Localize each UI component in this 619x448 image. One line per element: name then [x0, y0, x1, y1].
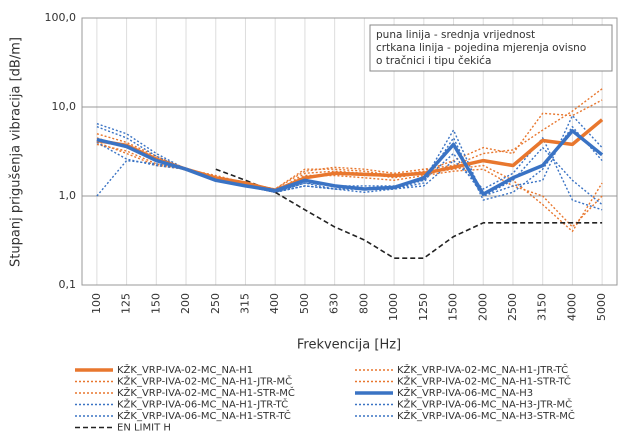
y-tick-label: 1,0: [59, 189, 77, 202]
x-axis-title: Frekvencija [Hz]: [297, 338, 401, 353]
plot-border: [81, 17, 618, 286]
y-tick-label: 100,0: [45, 11, 77, 24]
annotation-box: [369, 24, 613, 72]
x-tick-label: 250: [209, 293, 222, 314]
series-line: [215, 168, 603, 259]
series-line: [96, 99, 603, 190]
y-axis-title: Stupanj prigušenja vibracija [dB/m]: [9, 37, 24, 267]
x-tick-label: 630: [328, 293, 341, 314]
legend-label: KŽK_VRP-IVA-06-MC_NA-H1-STR-TČ: [117, 409, 291, 422]
legend-label: KŽK_VRP-IVA-02-MC_NA-H1-JTR-MČ: [117, 375, 292, 388]
series-line: [96, 118, 604, 193]
x-tick-label: 125: [120, 293, 133, 314]
legend-label: KŽK_VRP-IVA-02-MC_NA-H1-STR-MČ: [117, 386, 295, 399]
legend-label: EN LIMIT H: [117, 423, 171, 434]
legend-label: KŽK_VRP-IVA-02-MC_NA-H1-JTR-TČ: [397, 363, 568, 376]
legend-label: KŽK_VRP-IVA-06-MC_NA-H3-STR-MČ: [397, 409, 575, 422]
x-tick-label: 400: [268, 293, 281, 314]
x-tick-label: 2500: [506, 293, 519, 321]
annotation-text: o tračnici i tipu čekića: [376, 55, 491, 67]
series-line: [96, 143, 603, 228]
legend-label: KŽK_VRP-IVA-06-MC_NA-H1-JTR-TČ: [117, 398, 288, 411]
annotation-text: crtkana linija - pojedina mjerenja ovisn…: [376, 42, 586, 54]
annotation-text: puna linija - srednja vrijednost: [376, 29, 535, 41]
x-tick-label: 1500: [447, 293, 460, 321]
x-tick-label: 150: [149, 293, 162, 314]
x-tick-label: 1000: [387, 293, 400, 321]
x-tick-label: 100: [90, 293, 103, 314]
y-tick-label: 10,0: [52, 100, 77, 113]
x-tick-label: 500: [298, 293, 311, 314]
legend-label: KŽK_VRP-IVA-06-MC_NA-H3: [397, 386, 533, 399]
legend-label: KŽK_VRP-IVA-06-MC_NA-H3-JTR-MČ: [397, 398, 572, 411]
series-line: [96, 129, 604, 196]
x-tick-label: 5000: [595, 293, 608, 321]
x-tick-label: 315: [238, 293, 251, 314]
x-tick-label: 2000: [476, 293, 489, 321]
legend-label: KŽK_VRP-IVA-02-MC_NA-H1-STR-TČ: [397, 375, 571, 388]
x-tick-label: 3150: [536, 293, 549, 321]
x-tick-label: 200: [179, 293, 192, 314]
x-tick-label: 800: [357, 293, 370, 314]
x-tick-label: 1250: [417, 293, 430, 321]
legend-label: KŽK_VRP-IVA-02-MC_NA-H1: [117, 363, 253, 376]
y-tick-label: 0,1: [59, 278, 77, 291]
x-tick-label: 4000: [565, 293, 578, 321]
